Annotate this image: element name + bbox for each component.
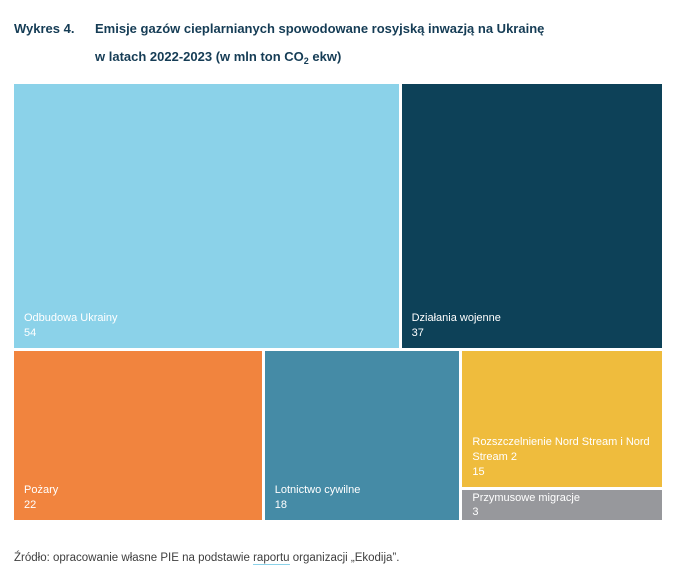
treemap-column-right: Rozszczelnienie Nord Stream i Nord Strea… [462, 351, 662, 520]
chart-title: Wykres 4. Emisje gazów cieplarnianych sp… [0, 0, 683, 75]
tile-category: Lotnictwo cywilne [274, 484, 361, 496]
treemap-chart: Odbudowa Ukrainy 54 Działania wojenne 37… [14, 84, 662, 520]
source-text-pre: Źródło: opracowanie własne PIE na podsta… [14, 552, 254, 564]
tile-category: Odbudowa Ukrainy [24, 312, 118, 324]
source-note: Źródło: opracowanie własne PIE na podsta… [14, 550, 399, 566]
tile-label: Odbudowa Ukrainy 54 [24, 311, 391, 341]
report-link[interactable]: raportu [253, 552, 290, 565]
tile-value: 15 [472, 466, 485, 478]
co2-subscript: 2 [303, 56, 309, 66]
tile-category: Pożary [24, 484, 59, 496]
treemap-tile-przymusowe-migracje: Przymusowe migracje 3 [462, 490, 662, 520]
tile-label: Przymusowe migracje 3 [472, 491, 654, 519]
treemap-tile-pozary: Pożary 22 [14, 351, 262, 520]
tile-value: 37 [411, 327, 424, 339]
tile-category: Rozszczelnienie Nord Stream i Nord Strea… [472, 436, 650, 463]
treemap-row-top: Odbudowa Ukrainy 54 Działania wojenne 37 [14, 84, 662, 348]
treemap-tile-odbudowa-ukrainy: Odbudowa Ukrainy 54 [14, 84, 399, 348]
tile-label: Lotnictwo cywilne 18 [275, 483, 452, 513]
tile-category: Działania wojenne [411, 312, 501, 324]
treemap-tile-dzialania-wojenne: Działania wojenne 37 [401, 84, 662, 348]
tile-value: 22 [24, 499, 37, 511]
treemap-tile-nord-stream: Rozszczelnienie Nord Stream i Nord Strea… [462, 351, 662, 487]
tile-value: 54 [24, 327, 37, 339]
chart-title-line1: Emisje gazów cieplarnianych spowodowane … [95, 21, 545, 36]
chart-title-line2: w latach 2022-2023 (w mln ton CO2 ekw) [95, 49, 342, 66]
chart-number-label: Wykres 4. [14, 21, 75, 36]
tile-label: Działania wojenne 37 [412, 311, 654, 341]
tile-label: Rozszczelnienie Nord Stream i Nord Strea… [472, 435, 654, 480]
chart-title-text: Emisje gazów cieplarnianych spowodowane … [95, 15, 663, 75]
tile-label: Pożary 22 [24, 483, 254, 513]
tile-category: Przymusowe migracje [472, 492, 580, 504]
tile-value: 3 [472, 506, 479, 518]
source-text-post: organizacji „Ekodija”. [289, 552, 400, 564]
treemap-row-bottom: Pożary 22 Lotnictwo cywilne 18 Rozszczel… [14, 351, 662, 520]
treemap-tile-lotnictwo-cywilne: Lotnictwo cywilne 18 [264, 351, 460, 520]
tile-value: 18 [274, 499, 288, 511]
